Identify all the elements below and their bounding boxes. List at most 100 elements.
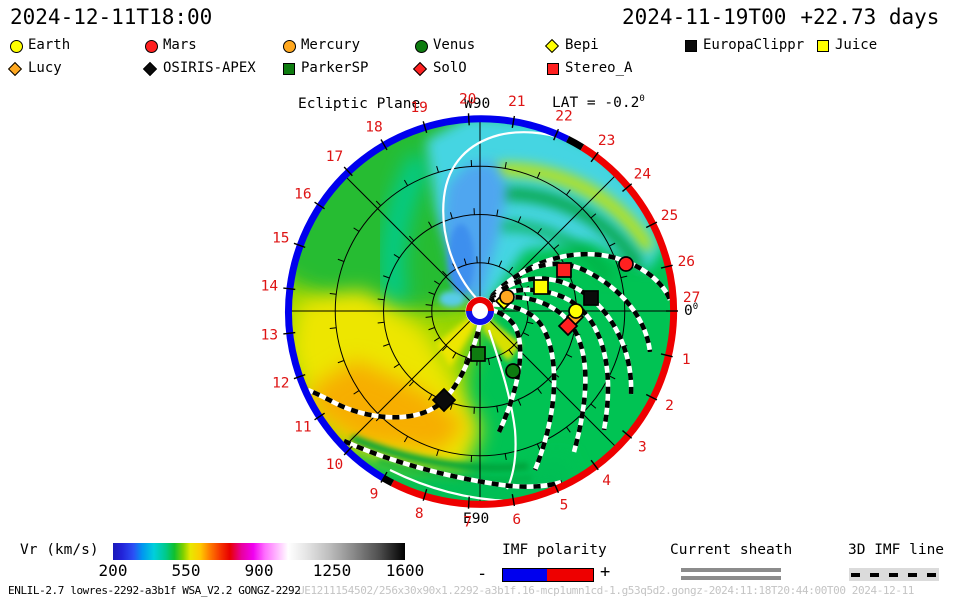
- rim-negative-arc: [285, 115, 570, 482]
- day-label-27: 27: [683, 290, 700, 306]
- day-label-22: 22: [555, 108, 572, 124]
- day-label-25: 25: [661, 208, 678, 224]
- marker-Earth: [568, 303, 584, 319]
- colorbar-tick-550: 550: [171, 561, 201, 580]
- marker-SolO: [557, 315, 579, 337]
- latitude-label: LAT = -0.20: [552, 94, 645, 111]
- day-label-20: 20: [459, 91, 476, 107]
- square-icon: [817, 40, 829, 52]
- day-label-17: 17: [326, 149, 343, 165]
- circle-icon: [415, 40, 428, 53]
- zero-degree-label: 00: [684, 302, 699, 319]
- colorbar-label: Vr (km/s): [20, 542, 99, 558]
- square-icon: [547, 63, 559, 75]
- legend-label: Earth: [28, 37, 71, 53]
- imf-field-lines: [307, 251, 672, 489]
- day-label-26: 26: [678, 254, 695, 270]
- west-limb-label: W90: [464, 96, 491, 112]
- plot-title: Ecliptic Plane: [298, 96, 421, 112]
- legend-label: SolO: [433, 60, 467, 76]
- legend-label: OSIRIS-APEX: [163, 60, 256, 76]
- day-label-12: 12: [272, 376, 289, 392]
- rim-positive-arc: [390, 144, 678, 508]
- model-version-text: ENLIL-2.7 lowres-2292-a3b1f WSA_V2.2 GON…: [8, 584, 301, 597]
- square-icon: [283, 63, 295, 75]
- imf-minus-sign: -: [477, 564, 488, 584]
- day-label-13: 13: [261, 328, 278, 344]
- model-datetime: 2024-12-11T18:00: [10, 5, 213, 29]
- run-start-datetime: 2024-11-19T00: [622, 5, 787, 29]
- imf3d-dash-pattern: [851, 573, 937, 577]
- day-label-3: 3: [638, 439, 647, 455]
- square-icon: [685, 40, 697, 52]
- current-sheath-title: Current sheath: [670, 542, 793, 558]
- sun-symbol: [465, 296, 495, 326]
- legend-label: Mercury: [301, 37, 361, 53]
- elapsed-days: +22.73 days: [800, 5, 940, 29]
- day-label-8: 8: [415, 506, 424, 522]
- marker-Mercury: [499, 289, 515, 305]
- legend-label: Mars: [163, 37, 197, 53]
- day-label-14: 14: [261, 278, 279, 294]
- day-label-15: 15: [272, 231, 289, 247]
- day-label-1: 1: [682, 352, 691, 368]
- legend-label: ParkerSP: [301, 60, 369, 76]
- day-label-7: 7: [463, 515, 472, 531]
- marker-Stereo_A: [556, 262, 572, 278]
- day-label-23: 23: [598, 133, 615, 149]
- day-label-10: 10: [326, 457, 343, 473]
- imf-negative-swatch: [503, 569, 547, 581]
- east-limb-label: E90: [463, 511, 490, 527]
- imf-polarity-title: IMF polarity: [502, 542, 607, 558]
- day-label-5: 5: [560, 498, 569, 514]
- day-label-24: 24: [634, 167, 652, 183]
- colorbar-tick-1250: 1250: [312, 561, 352, 580]
- colorbar-tick-200: 200: [98, 561, 128, 580]
- day-label-19: 19: [410, 100, 427, 116]
- imf3d-swatch: [849, 568, 939, 581]
- circle-icon: [10, 40, 23, 53]
- day-label-6: 6: [512, 512, 521, 528]
- legend-row-1: Earth Mars Mercury Venus Bepi EuropaClippr Jui…: [0, 37, 960, 59]
- current-sheath-swatch: [681, 568, 781, 572]
- run-start-and-elapsed: 2024-11-19T00 +22.73 days: [622, 5, 939, 29]
- day-label-4: 4: [602, 473, 611, 489]
- circle-icon: [283, 40, 296, 53]
- marker-Mars: [618, 256, 634, 272]
- day-label-11: 11: [294, 420, 311, 436]
- marker-EuropaClippr: [583, 290, 599, 306]
- marker-ParkerSP: [470, 346, 486, 362]
- imf-plus-sign: +: [600, 562, 611, 582]
- legend-label: Venus: [433, 37, 476, 53]
- current-sheath-swatch: [681, 576, 781, 580]
- object-markers: [431, 256, 634, 413]
- day-label-18: 18: [365, 119, 382, 135]
- colorbar-tick-labels: 200 550 900 1250 1600: [0, 561, 480, 581]
- marker-Venus: [505, 363, 521, 379]
- day-label-16: 16: [294, 187, 311, 203]
- legend-label: Lucy: [28, 60, 62, 76]
- legend-label: Bepi: [565, 37, 599, 53]
- imf3d-title: 3D IMF line: [848, 542, 945, 558]
- day-label-21: 21: [508, 94, 525, 110]
- imf-positive-swatch: [547, 569, 593, 581]
- legend-label: EuropaClippr: [703, 37, 805, 53]
- circle-icon: [145, 40, 158, 53]
- legend-label: Stereo_A: [565, 60, 633, 76]
- imf-polarity-rim: [285, 115, 678, 508]
- marker-Juice: [533, 279, 549, 295]
- run-id-watermark: UE1211154502/256x30x90x1.2292-a3b1f.16-m…: [298, 584, 915, 597]
- velocity-colorbar: [113, 543, 405, 560]
- legend-label: Juice: [835, 37, 878, 53]
- colorbar-tick-900: 900: [244, 561, 274, 580]
- marker-OSIRIS-APEX: [431, 387, 457, 413]
- rim-day-ticks: [283, 113, 678, 509]
- day-label-9: 9: [370, 487, 379, 503]
- imf-polarity-bar: [502, 568, 594, 582]
- legend-row-2: Lucy OSIRIS-APEX ParkerSP SolO Stereo_A: [0, 60, 960, 82]
- colorbar-tick-1600: 1600: [385, 561, 425, 580]
- day-label-2: 2: [665, 398, 674, 414]
